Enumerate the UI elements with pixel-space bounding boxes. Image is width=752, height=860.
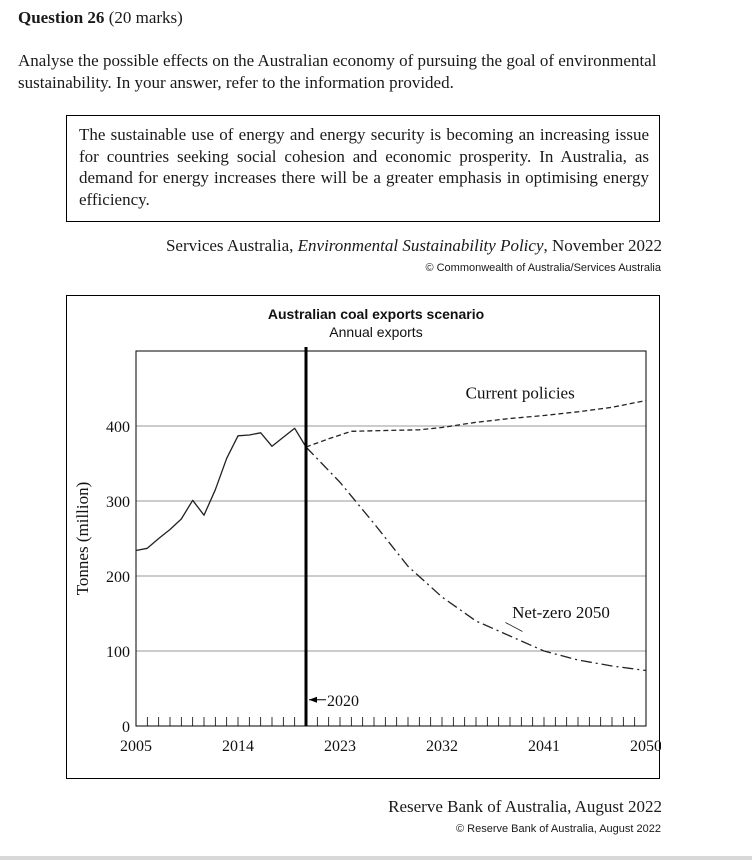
- chart-subtitle: Annual exports: [329, 324, 422, 340]
- page-bottom-border: [0, 856, 752, 860]
- series-line-current-policies: [305, 399, 647, 448]
- series-label-leader-net-zero: [505, 622, 523, 632]
- series-line-historical: [135, 427, 307, 552]
- y-tick-label-0: 0: [122, 719, 130, 736]
- question-label: Question 26: [18, 8, 105, 27]
- chart-frame: Australian coal exports scenario Annual …: [66, 295, 661, 779]
- question-prompt: Analyse the possible effects on the Aust…: [18, 51, 657, 92]
- series-label-net-zero-2050: Net-zero 2050: [512, 603, 610, 622]
- y-tick-label-200: 200: [106, 569, 130, 586]
- y-tick-label-300: 300: [106, 494, 130, 511]
- coal-exports-chart: Australian coal exports scenario Annual …: [73, 306, 661, 755]
- x-tick-label-2032: 2032: [426, 738, 458, 755]
- quote-source-prefix: Services Australia,: [165, 236, 298, 255]
- marker-arrow-head: [309, 696, 317, 703]
- y-tick-label-400: 400: [106, 419, 130, 436]
- chart-copyright: © Reserve Bank of Australia, August 2022: [455, 823, 661, 835]
- quote-source-suffix: , November 2022: [543, 236, 662, 255]
- x-tick-label-2005: 2005: [120, 738, 152, 755]
- chart-source: Reserve Bank of Australia, August 2022: [388, 797, 662, 816]
- y-axis-label: Tonnes (million): [73, 482, 92, 596]
- chart-title: Australian coal exports scenario: [268, 306, 484, 322]
- quote-text: The sustainable use of energy and energy…: [79, 125, 649, 209]
- series-label-current-policies: Current policies: [466, 383, 575, 402]
- x-tick-label-2041: 2041: [528, 738, 560, 755]
- series-line-net-zero-2050: [305, 446, 647, 672]
- question-marks: (20 marks): [108, 8, 183, 27]
- plot-area-border: [135, 350, 647, 727]
- quote-source-title: Environmental Sustainability Policy: [297, 236, 544, 255]
- x-tick-label-2050: 2050: [630, 738, 661, 755]
- x-tick-label-2014: 2014: [222, 738, 254, 755]
- x-tick-label-2023: 2023: [324, 738, 356, 755]
- question-heading: Question 26 (20 marks): [18, 8, 183, 28]
- quote-source: Services Australia, Environmental Sustai…: [166, 236, 662, 256]
- marker-label-2020: 2020: [327, 693, 359, 710]
- quote-box: The sustainable use of energy and energy…: [66, 115, 660, 222]
- quote-copyright: © Commonwealth of Australia/Services Aus…: [425, 262, 661, 274]
- y-tick-label-100: 100: [106, 644, 130, 661]
